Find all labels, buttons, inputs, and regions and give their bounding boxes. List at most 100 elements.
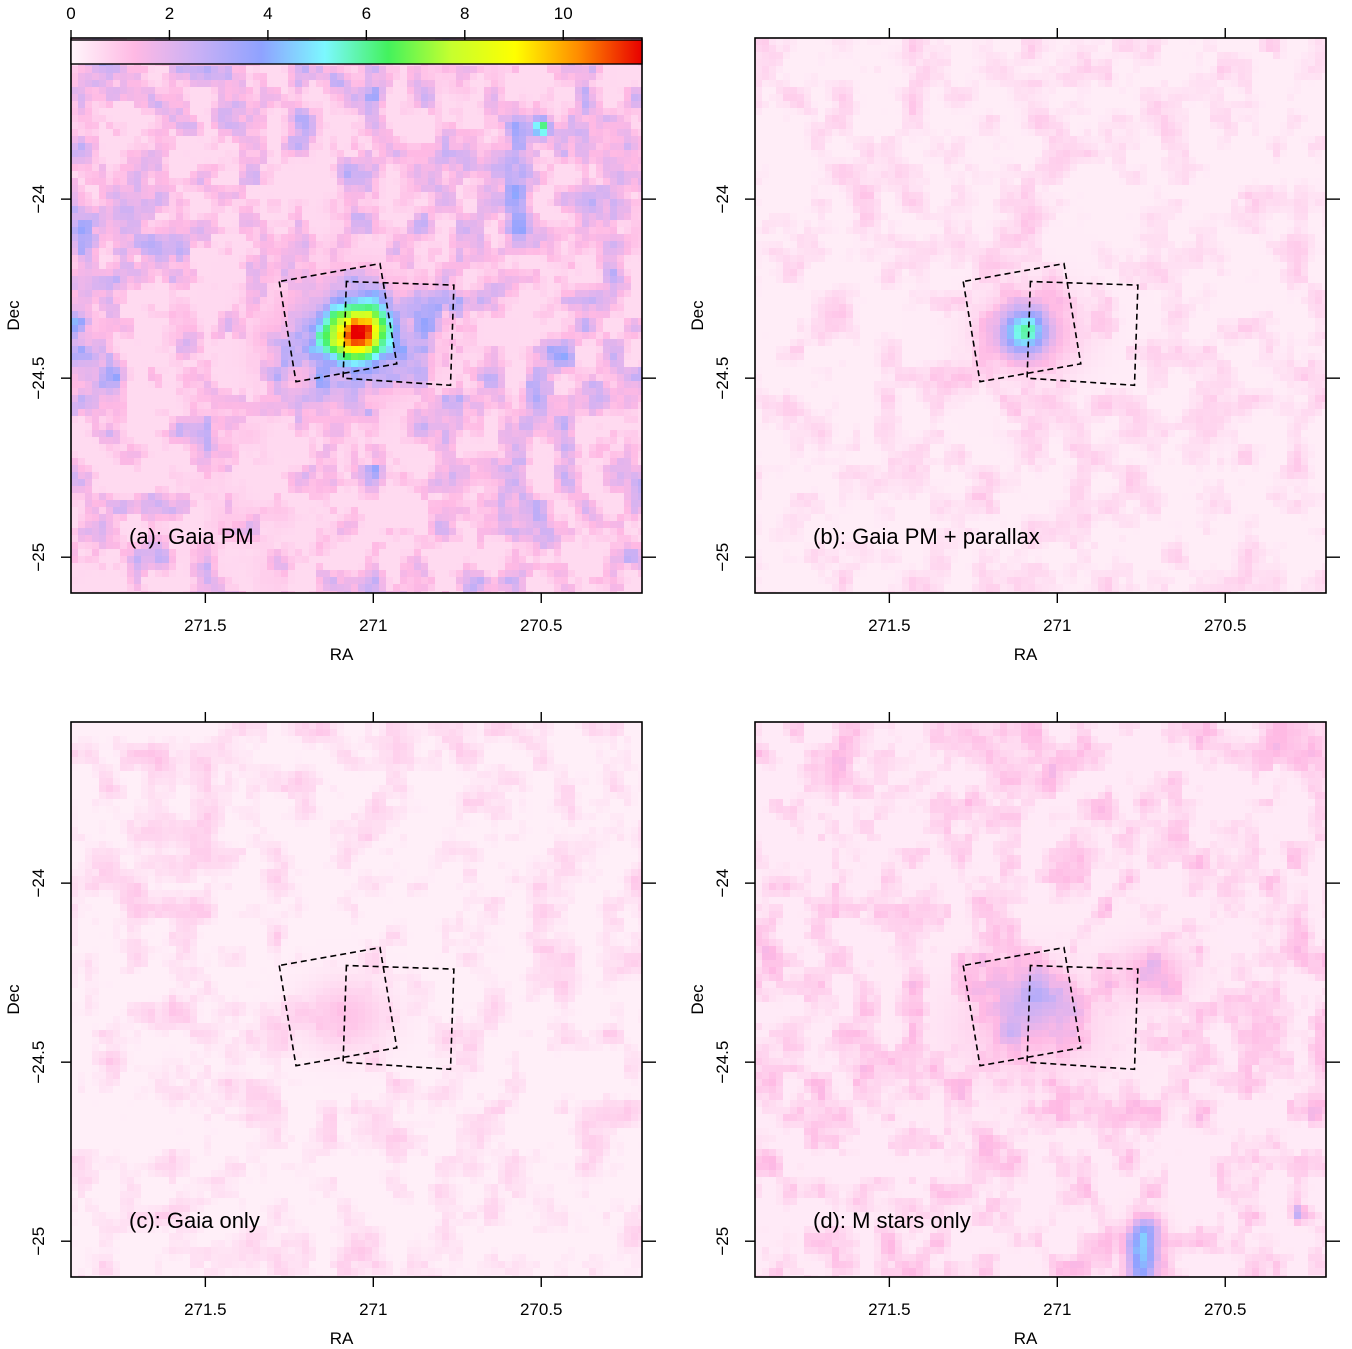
heatmap-cell bbox=[582, 73, 590, 81]
heatmap-cell bbox=[204, 178, 212, 186]
heatmap-cell bbox=[78, 297, 86, 305]
heatmap-cell bbox=[267, 185, 275, 193]
heatmap-cell bbox=[120, 213, 128, 221]
heatmap-cell bbox=[519, 297, 527, 305]
heatmap-cell bbox=[197, 402, 205, 410]
heatmap-cell bbox=[358, 157, 366, 165]
heatmap-cell bbox=[631, 395, 639, 403]
heatmap-cell bbox=[582, 150, 590, 158]
heatmap-cell bbox=[197, 444, 205, 452]
heatmap-cell bbox=[113, 374, 121, 382]
heatmap-cell bbox=[183, 388, 191, 396]
heatmap-cell bbox=[120, 353, 128, 361]
heatmap-cell bbox=[274, 171, 282, 179]
heatmap-cell bbox=[491, 269, 499, 277]
heatmap-cell bbox=[246, 108, 254, 116]
heatmap-cell bbox=[344, 318, 352, 326]
heatmap-cell bbox=[99, 458, 107, 466]
heatmap-cell bbox=[225, 143, 233, 151]
heatmap-cell bbox=[533, 150, 541, 158]
heatmap-cell bbox=[85, 318, 93, 326]
heatmap-cell bbox=[148, 325, 156, 333]
heatmap-cell bbox=[568, 101, 576, 109]
heatmap-cell bbox=[197, 248, 205, 256]
heatmap-cell bbox=[267, 220, 275, 228]
heatmap-cell bbox=[204, 234, 212, 242]
heatmap-cell bbox=[498, 199, 506, 207]
heatmap-cell bbox=[449, 283, 457, 291]
heatmap-cell bbox=[78, 122, 86, 130]
heatmap-cell bbox=[526, 66, 534, 74]
heatmap-cell bbox=[127, 199, 135, 207]
heatmap-cell bbox=[533, 129, 541, 137]
heatmap-cell bbox=[526, 115, 534, 123]
heatmap-cell bbox=[113, 409, 121, 417]
heatmap-cell bbox=[365, 297, 373, 305]
heatmap-cell bbox=[428, 283, 436, 291]
heatmap-cell bbox=[365, 395, 373, 403]
heatmap-cell bbox=[393, 227, 401, 235]
heatmap-cell bbox=[316, 451, 324, 459]
heatmap-cell bbox=[323, 178, 331, 186]
heatmap-cell bbox=[267, 458, 275, 466]
heatmap-cell bbox=[526, 451, 534, 459]
heatmap-cell bbox=[78, 402, 86, 410]
heatmap-cell bbox=[540, 94, 548, 102]
heatmap-cell bbox=[134, 185, 142, 193]
heatmap-cell bbox=[533, 276, 541, 284]
heatmap-cell bbox=[176, 395, 184, 403]
heatmap-cell bbox=[253, 157, 261, 165]
heatmap-cell bbox=[575, 241, 583, 249]
heatmap-cell bbox=[127, 122, 135, 130]
heatmap-cell bbox=[337, 199, 345, 207]
heatmap-cell bbox=[162, 395, 170, 403]
heatmap-cell bbox=[78, 241, 86, 249]
heatmap-cell bbox=[344, 395, 352, 403]
heatmap-cell bbox=[232, 458, 240, 466]
heatmap-cell bbox=[421, 430, 429, 438]
heatmap-cell bbox=[484, 185, 492, 193]
heatmap-cell bbox=[169, 353, 177, 361]
heatmap-cell bbox=[274, 444, 282, 452]
heatmap-cell bbox=[148, 185, 156, 193]
heatmap-cell bbox=[183, 430, 191, 438]
heatmap-cell bbox=[239, 171, 247, 179]
heatmap-cell bbox=[295, 325, 303, 333]
heatmap-cell bbox=[491, 150, 499, 158]
heatmap-cell bbox=[547, 248, 555, 256]
heatmap-cell bbox=[92, 346, 100, 354]
heatmap-cell bbox=[358, 129, 366, 137]
heatmap-cell bbox=[344, 416, 352, 424]
heatmap-cell bbox=[470, 311, 478, 319]
heatmap-cell bbox=[169, 157, 177, 165]
heatmap-cell bbox=[470, 164, 478, 172]
heatmap-cell bbox=[596, 150, 604, 158]
heatmap-cell bbox=[274, 87, 282, 95]
heatmap-cell bbox=[295, 262, 303, 270]
heatmap-cell bbox=[603, 136, 611, 144]
heatmap-cell bbox=[442, 416, 450, 424]
heatmap-cell bbox=[106, 451, 114, 459]
heatmap-cell bbox=[470, 143, 478, 151]
heatmap-cell bbox=[463, 80, 471, 88]
heatmap-cell bbox=[540, 297, 548, 305]
heatmap-cell bbox=[596, 199, 604, 207]
heatmap-cell bbox=[127, 157, 135, 165]
heatmap-cell bbox=[197, 192, 205, 200]
heatmap-cell bbox=[281, 395, 289, 403]
heatmap-cell bbox=[638, 311, 642, 319]
heatmap-cell bbox=[127, 101, 135, 109]
heatmap-cell bbox=[589, 129, 597, 137]
heatmap-cell bbox=[330, 185, 338, 193]
heatmap-cell bbox=[78, 367, 86, 375]
heatmap-cell bbox=[477, 451, 485, 459]
heatmap-cell bbox=[540, 346, 548, 354]
heatmap-cell bbox=[99, 437, 107, 445]
heatmap-cell bbox=[106, 423, 114, 431]
heatmap-cell bbox=[631, 318, 639, 326]
heatmap-cell bbox=[253, 178, 261, 186]
heatmap-cell bbox=[428, 360, 436, 368]
heatmap-cell bbox=[428, 199, 436, 207]
heatmap-cell bbox=[477, 178, 485, 186]
heatmap-cell bbox=[526, 332, 534, 340]
